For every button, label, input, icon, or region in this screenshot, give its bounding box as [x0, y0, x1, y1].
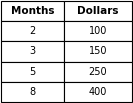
- Text: Dollars: Dollars: [77, 6, 119, 16]
- Bar: [64, 82, 132, 102]
- Bar: [1, 41, 64, 62]
- Text: 150: 150: [89, 46, 107, 57]
- Text: Months: Months: [11, 6, 54, 16]
- Text: 5: 5: [30, 67, 36, 77]
- Bar: [64, 41, 132, 62]
- Bar: [64, 1, 132, 21]
- Bar: [1, 21, 64, 41]
- Text: 3: 3: [30, 46, 36, 57]
- Text: 8: 8: [30, 87, 36, 97]
- Bar: [1, 62, 64, 82]
- Bar: [1, 1, 64, 21]
- Text: 2: 2: [30, 26, 36, 36]
- Text: 400: 400: [89, 87, 107, 97]
- Bar: [64, 21, 132, 41]
- Bar: [64, 62, 132, 82]
- Text: 250: 250: [88, 67, 107, 77]
- Bar: [1, 82, 64, 102]
- Text: 100: 100: [89, 26, 107, 36]
